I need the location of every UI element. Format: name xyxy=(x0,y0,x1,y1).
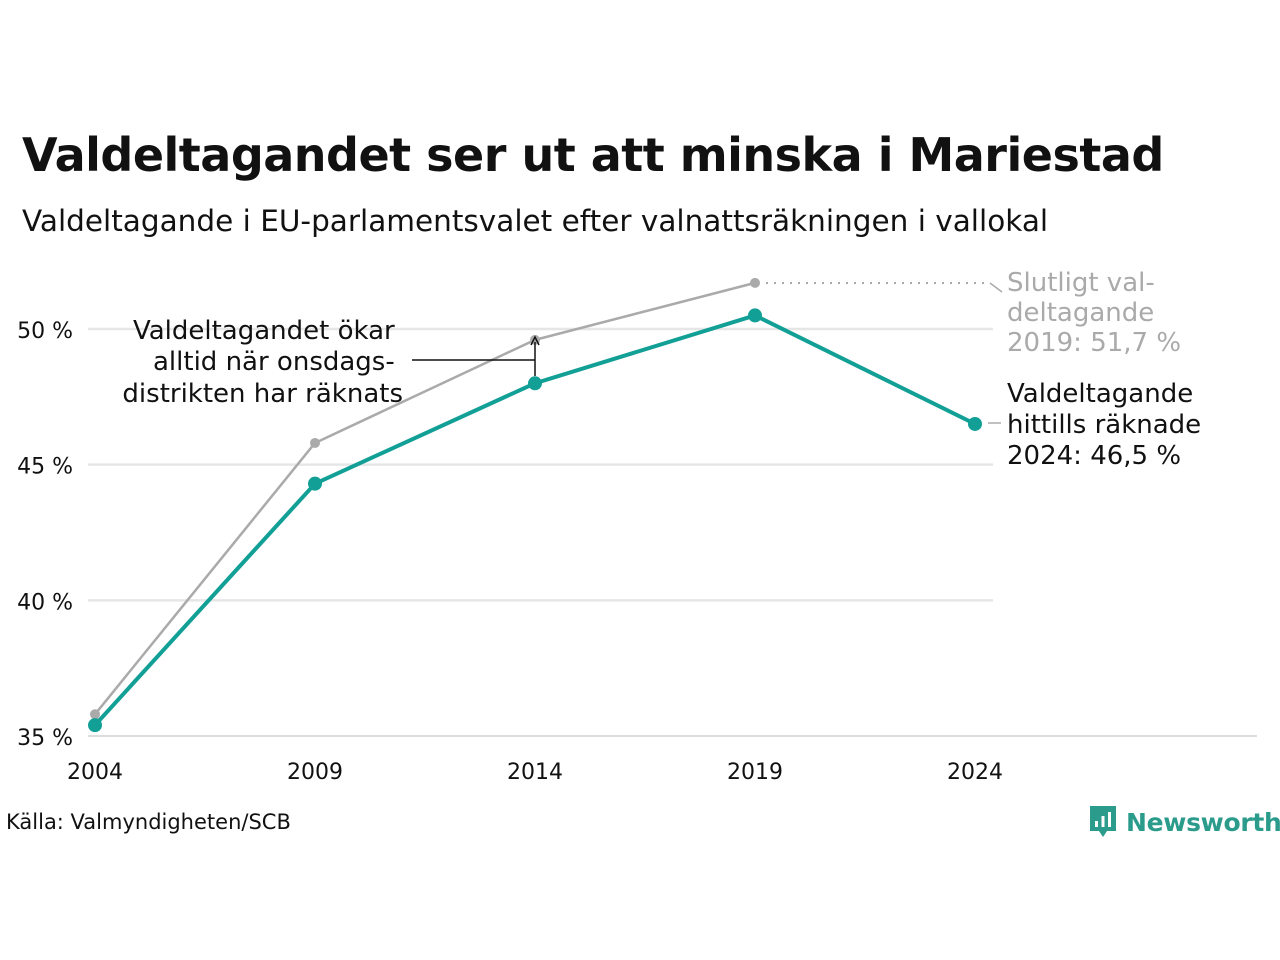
grid-lines xyxy=(88,327,1257,737)
newsworthy-logo-icon xyxy=(1090,806,1116,837)
y-tick-label: 40 % xyxy=(17,590,73,615)
final-annotation-line: deltagande xyxy=(1007,298,1154,328)
x-tick-label: 2019 xyxy=(727,760,783,785)
x-tick-label: 2024 xyxy=(947,760,1003,785)
final-turnout-point xyxy=(750,277,760,288)
final-annotation-line: 2019: 51,7 % xyxy=(1007,328,1181,358)
y-axis-ticks: 35 % 40 % 45 % 50 % xyxy=(17,319,73,751)
series-group xyxy=(88,277,982,733)
counted-turnout-point xyxy=(968,416,982,431)
final-turnout-annotation: Slutligt val- deltagande 2019: 51,7 % xyxy=(1007,268,1181,358)
counted-annotation-line: Valdeltagande xyxy=(1007,379,1193,409)
increase-annotation-line: alltid när onsdags- xyxy=(153,347,395,377)
annotations: Slutligt val- deltagande 2019: 51,7 % Va… xyxy=(122,268,1209,471)
counted-turnout-point xyxy=(88,718,102,733)
y-tick-label: 45 % xyxy=(17,455,73,480)
brand-logo: Newsworthy xyxy=(1088,804,1280,840)
counted-turnout-point xyxy=(308,476,322,491)
counted-turnout-point xyxy=(748,308,762,323)
brand-name: Newsworthy xyxy=(1126,807,1280,837)
x-tick-label: 2009 xyxy=(287,760,343,785)
increase-annotation-line: Valdeltagandet ökar xyxy=(133,316,395,346)
increase-arrow-head xyxy=(530,335,540,346)
increase-annotation: Valdeltagandet ökar alltid när onsdags- … xyxy=(122,316,403,409)
chart-title: Valdeltagandet ser ut att minska i Marie… xyxy=(22,128,1164,182)
final-turnout-point xyxy=(310,437,320,448)
counted-turnout-annotation: Valdeltagande hittills räknade 2024: 46,… xyxy=(1007,379,1209,471)
y-tick-label: 35 % xyxy=(17,726,73,751)
x-axis-ticks: 2004 2009 2014 2019 2024 xyxy=(67,760,1003,785)
increase-annotation-line: distrikten har räknats xyxy=(122,379,403,409)
final-turnout-point xyxy=(90,709,100,720)
y-tick-label: 50 % xyxy=(17,319,73,344)
x-tick-label: 2014 xyxy=(507,760,563,785)
counted-annotation-line: 2024: 46,5 % xyxy=(1007,441,1181,471)
final-turnout-line xyxy=(94,281,756,716)
chart-subtitle: Valdeltagande i EU-parlamentsvalet efter… xyxy=(22,204,1049,238)
source-note: Källa: Valmyndigheten/SCB xyxy=(6,810,291,834)
counted-annotation-line: hittills räknade xyxy=(1007,410,1201,440)
counted-turnout-point xyxy=(528,376,542,391)
final-annotation-line: Slutligt val- xyxy=(1007,268,1155,298)
final-leader-tick xyxy=(989,282,1003,293)
x-tick-label: 2004 xyxy=(67,760,123,785)
